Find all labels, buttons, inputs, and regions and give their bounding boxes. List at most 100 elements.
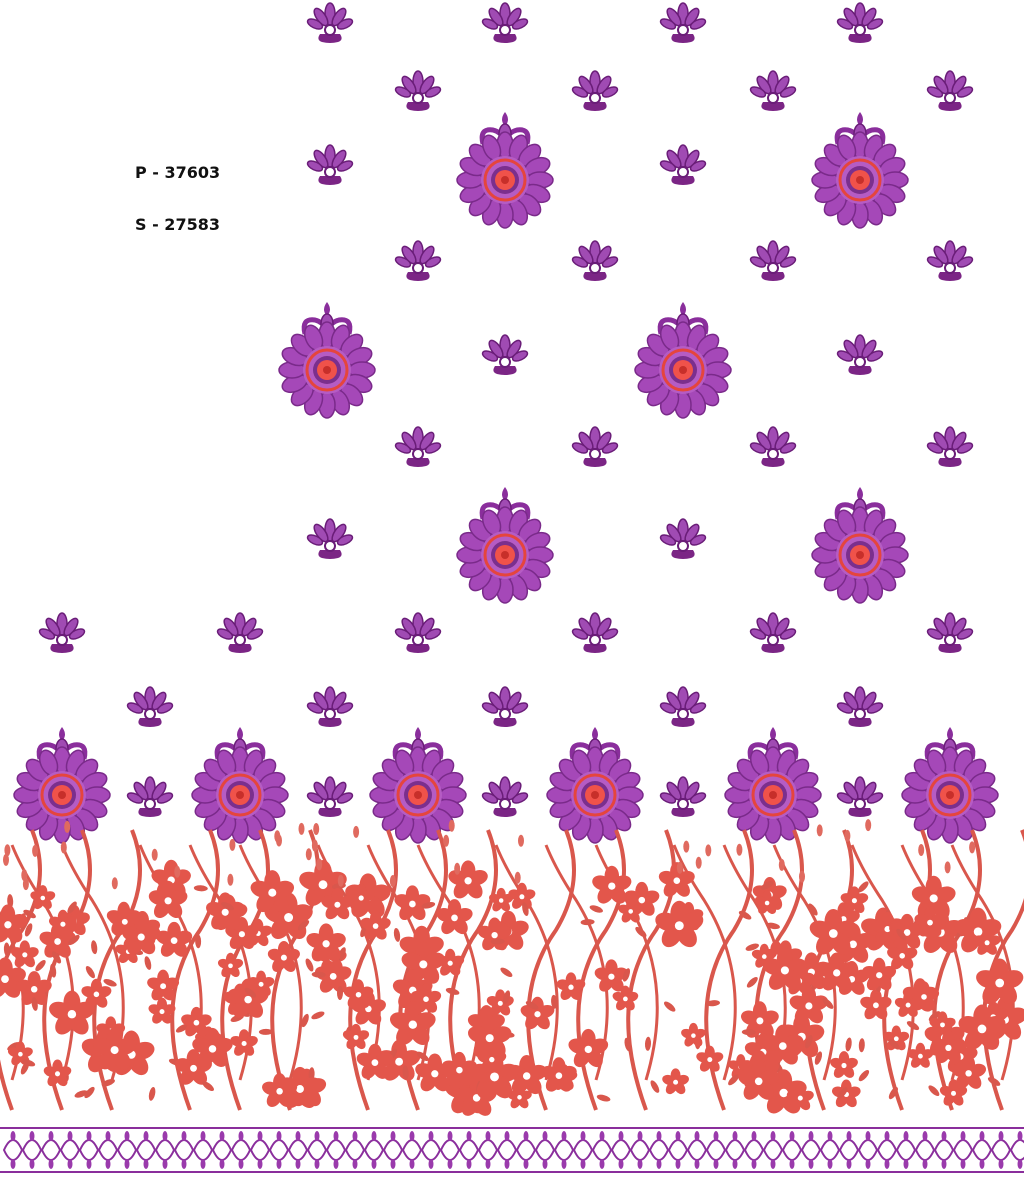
leaf	[144, 956, 152, 970]
red-flower	[694, 1045, 725, 1074]
lace-leaf	[485, 1131, 491, 1141]
lace-leaf	[827, 1131, 833, 1141]
lace-unit	[325, 1139, 347, 1161]
lace-unit	[439, 1139, 461, 1161]
fan-motif	[305, 144, 355, 186]
leaf	[580, 919, 595, 926]
leaf	[837, 1087, 848, 1099]
lace-unit	[971, 1139, 993, 1161]
lace-leaf	[48, 1159, 54, 1169]
lace-leaf	[257, 1131, 263, 1141]
lace-leaf	[124, 1159, 130, 1169]
fan-motif	[748, 426, 798, 468]
bud	[844, 829, 851, 842]
lace-unit	[686, 1139, 708, 1161]
lace-leaf	[865, 1131, 871, 1141]
fan-motif	[37, 612, 87, 654]
leaf	[500, 967, 513, 978]
lace-leaf	[200, 1159, 206, 1169]
leaf	[74, 1090, 88, 1098]
fan-motif	[305, 686, 355, 728]
fan-motif	[570, 612, 620, 654]
fan-motif	[658, 2, 708, 44]
lace-leaf	[333, 1159, 339, 1169]
lace-leaf	[656, 1159, 662, 1169]
lace-leaf	[694, 1159, 700, 1169]
lace-leaf	[314, 1131, 320, 1141]
leaf	[336, 986, 344, 1000]
leaf	[258, 1028, 273, 1035]
lace-leaf	[979, 1159, 985, 1169]
leaf	[596, 1094, 611, 1102]
lace-leaf	[162, 1131, 168, 1141]
lace-unit	[819, 1139, 841, 1161]
bud	[32, 844, 39, 857]
lace-unit	[249, 1139, 271, 1161]
leaf	[857, 881, 869, 893]
red-flower	[228, 1029, 260, 1059]
fan-motif	[480, 776, 530, 818]
leaf	[84, 1086, 95, 1099]
lace-unit	[895, 1139, 917, 1161]
lace-unit	[648, 1139, 670, 1161]
red-flower	[830, 1079, 863, 1110]
leaf	[3, 942, 10, 957]
lace-unit	[154, 1139, 176, 1161]
red-flower	[518, 996, 557, 1033]
red-flower	[566, 1028, 611, 1071]
red-flower	[507, 882, 537, 912]
bud	[705, 844, 712, 857]
bud	[514, 871, 521, 884]
fan-motif	[305, 776, 355, 818]
medallion-motif	[457, 487, 553, 603]
lace-leaf	[903, 1159, 909, 1169]
lace-unit	[857, 1139, 879, 1161]
bud	[816, 824, 823, 837]
lace-leaf	[789, 1131, 795, 1141]
lace-leaf	[162, 1159, 168, 1169]
medallion-motif	[192, 727, 288, 843]
lace-leaf	[941, 1159, 947, 1169]
lace-leaf	[618, 1131, 624, 1141]
fan-motif	[393, 240, 443, 282]
lace-leaf	[922, 1131, 928, 1141]
fan-motif	[570, 426, 620, 468]
fan-motif	[835, 776, 885, 818]
leaf	[738, 910, 752, 920]
leaf	[928, 1085, 940, 1097]
leaf	[760, 881, 774, 890]
leaf	[68, 934, 80, 946]
leaf	[808, 903, 818, 916]
fan-motif	[925, 70, 975, 112]
leaf	[91, 940, 98, 955]
lace-unit	[477, 1139, 499, 1161]
lace-unit	[173, 1139, 195, 1161]
lace-leaf	[428, 1131, 434, 1141]
fan-motif	[305, 2, 355, 44]
lace-leaf	[10, 1159, 16, 1169]
fan-motif	[215, 612, 265, 654]
bud	[518, 834, 524, 847]
lace-unit	[534, 1139, 556, 1161]
bud	[389, 875, 396, 887]
lace-leaf	[637, 1159, 643, 1169]
bud	[151, 848, 158, 861]
medallion-motif	[725, 727, 821, 843]
lace-leaf	[371, 1131, 377, 1141]
medallion-motif	[279, 302, 375, 418]
bud	[676, 861, 683, 874]
bud	[111, 877, 118, 890]
lace-leaf	[675, 1131, 681, 1141]
fan-motif	[658, 518, 708, 560]
lace-leaf	[29, 1159, 35, 1169]
lace-unit	[268, 1139, 290, 1161]
leaf	[706, 1000, 720, 1007]
medallion-motif	[14, 727, 110, 843]
p-code: P - 37603	[135, 163, 220, 182]
lace-unit	[420, 1139, 442, 1161]
red-flower	[216, 952, 245, 980]
lace-leaf	[675, 1159, 681, 1169]
lace-leaf	[922, 1159, 928, 1169]
lace-leaf	[67, 1159, 73, 1169]
